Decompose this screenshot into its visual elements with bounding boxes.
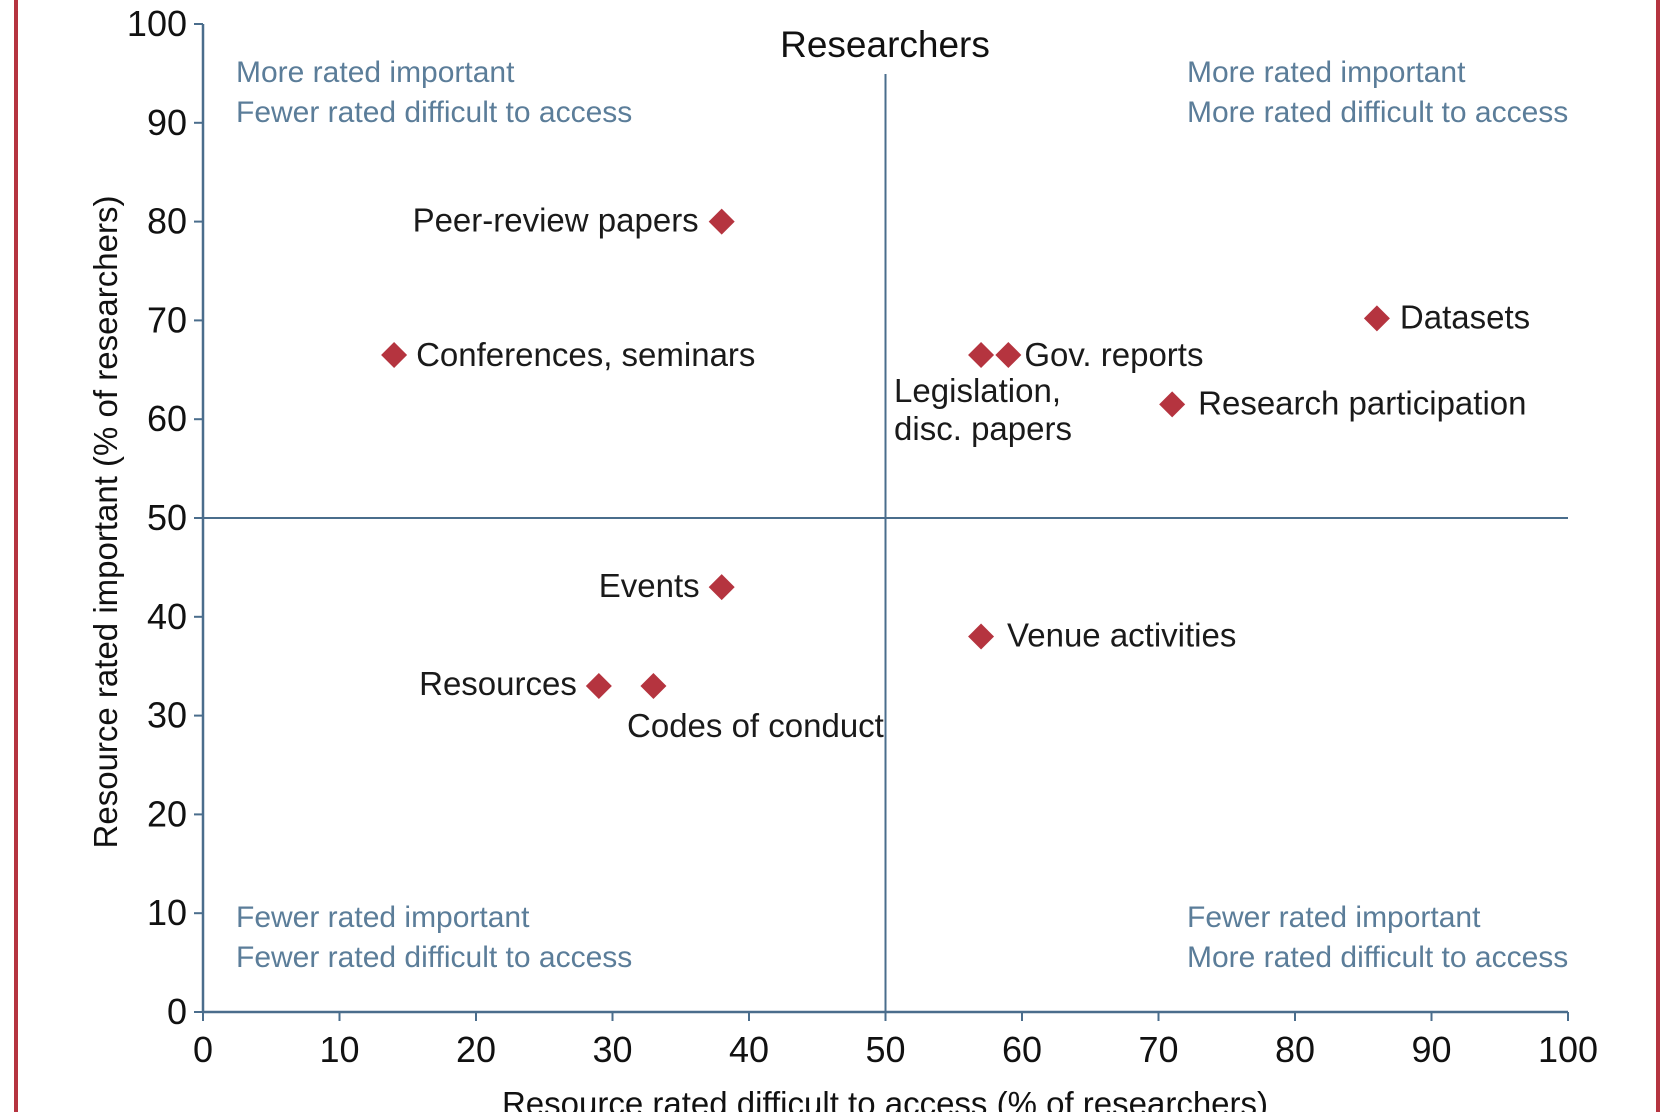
data-point-label: Resources <box>419 665 577 702</box>
data-point-marker <box>708 208 735 235</box>
y-tick-label: 60 <box>147 398 187 439</box>
quadrant-note-top-right: More rated difficult to access <box>1187 96 1568 129</box>
x-tick-label: 80 <box>1275 1029 1315 1070</box>
y-tick-label: 10 <box>147 892 187 933</box>
x-tick-label: 60 <box>1002 1029 1042 1070</box>
x-tick-label: 40 <box>729 1029 769 1070</box>
data-point-marker <box>640 672 667 699</box>
y-tick-label: 70 <box>147 299 187 340</box>
quadrant-note-bottom-right: More rated difficult to access <box>1187 941 1568 974</box>
data-point-marker <box>968 623 995 650</box>
quadrant-note-top-left: Fewer rated difficult to access <box>236 96 632 129</box>
left-border <box>14 0 18 1112</box>
x-tick-label: 90 <box>1411 1029 1451 1070</box>
y-tick-label: 50 <box>147 497 187 538</box>
y-tick-label: 40 <box>147 596 187 637</box>
data-point-label: Venue activities <box>1007 617 1236 654</box>
x-tick-label: 10 <box>319 1029 359 1070</box>
quadrant-note-top-left: More rated important <box>236 56 515 89</box>
data-point-label: Datasets <box>1400 298 1530 335</box>
data-point-label: Legislation, disc. papers <box>894 372 1072 447</box>
y-tick-label: 90 <box>147 102 187 143</box>
data-point-marker <box>585 672 612 699</box>
x-tick-label: 50 <box>865 1029 905 1070</box>
y-tick-label: 80 <box>147 201 187 242</box>
y-tick-label: 100 <box>127 3 187 44</box>
data-point-marker <box>1159 391 1186 418</box>
y-axis-label: Resource rated important (% of researche… <box>87 196 124 849</box>
quadrant-note-top-right: More rated important <box>1187 56 1466 89</box>
x-tick-label: 70 <box>1138 1029 1178 1070</box>
quadrant-notes: More rated important Fewer rated difficul… <box>236 56 1568 974</box>
data-point-marker <box>968 341 995 368</box>
data-point-marker <box>1363 305 1390 332</box>
x-tick-label: 30 <box>592 1029 632 1070</box>
data-point-label: Peer-review papers <box>413 202 699 239</box>
x-axis-label: Resource rated difficult to access (% of… <box>502 1085 1268 1112</box>
data-point-marker <box>995 341 1022 368</box>
quadrant-note-bottom-right: Fewer rated important <box>1187 901 1481 934</box>
chart-title: Researchers <box>780 24 990 65</box>
quadrant-note-bottom-left: Fewer rated important <box>236 901 530 934</box>
data-point-marker <box>708 574 735 601</box>
x-tick-label: 20 <box>456 1029 496 1070</box>
data-point-label: Research participation <box>1198 384 1526 421</box>
data-point-label: Gov. reports <box>1024 336 1203 373</box>
data-point-label: Codes of conduct <box>627 707 884 744</box>
y-tick-label: 20 <box>147 793 187 834</box>
ticks: 0 10 20 30 40 50 60 70 80 90 100 0 10 20 30 40 50 60 70 80 9… <box>127 3 1598 1070</box>
data-point-label: Conferences, seminars <box>416 336 755 373</box>
quadrant-note-bottom-left: Fewer rated difficult to access <box>236 941 632 974</box>
reference-lines <box>203 74 1568 1012</box>
y-tick-label: 0 <box>167 991 187 1032</box>
right-border <box>1656 0 1660 1112</box>
data-point-label: Events <box>599 567 700 604</box>
point-labels: Peer-review papers Conferences, seminars E… <box>413 202 1531 744</box>
y-tick-label: 30 <box>147 695 187 736</box>
x-tick-label: 100 <box>1538 1029 1598 1070</box>
x-tick-label: 0 <box>193 1029 213 1070</box>
data-points <box>381 208 1390 699</box>
data-point-marker <box>381 341 408 368</box>
